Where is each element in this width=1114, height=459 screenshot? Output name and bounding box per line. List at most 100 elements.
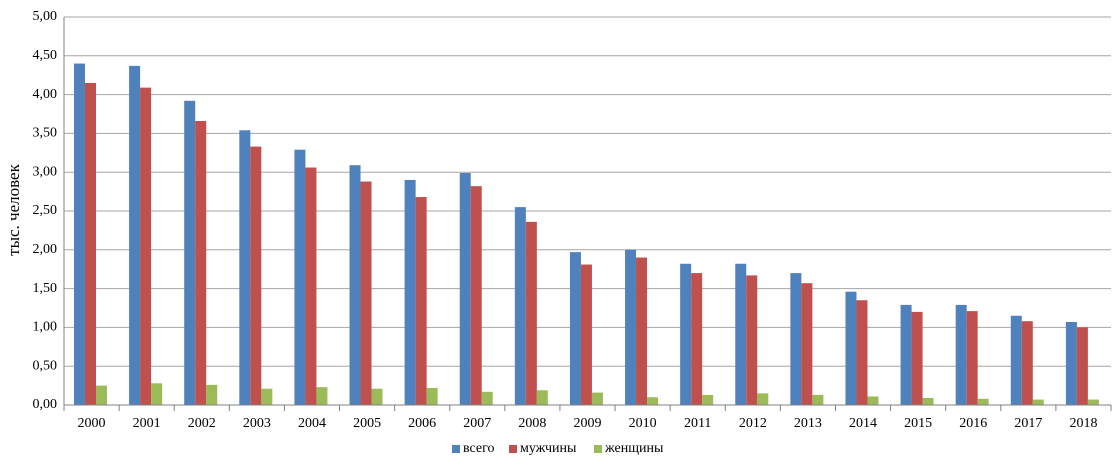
bar-женщины-2015 (922, 398, 934, 405)
bar-всего-2013 (790, 273, 802, 405)
legend-item: женщины (594, 441, 664, 456)
y-tick-label: 3,50 (33, 126, 58, 141)
bar-женщины-2012 (757, 393, 769, 405)
axes (63, 17, 1112, 411)
bar-женщины-2018 (1087, 399, 1099, 405)
bar-мужчины-2011 (691, 273, 703, 405)
bar-мужчины-2002 (195, 120, 207, 405)
y-tick-label: 1,00 (33, 320, 58, 335)
y-tick-label: 2,50 (33, 203, 58, 218)
bar-мужчины-2005 (360, 181, 372, 405)
x-tick-label: 2002 (188, 416, 216, 431)
gridlines (64, 16, 1111, 367)
x-tick-label: 2015 (904, 416, 932, 431)
bar-всего-2017 (1010, 315, 1022, 405)
bar-женщины-2001 (151, 383, 163, 405)
x-tick-label: 2014 (849, 416, 877, 431)
bar-женщины-2000 (96, 385, 107, 405)
bar-мужчины-2000 (85, 82, 96, 406)
x-tick-label: 2000 (78, 416, 106, 431)
bar-женщины-2009 (591, 392, 603, 405)
bar-мужчины-2001 (140, 87, 152, 405)
bar-женщины-2005 (371, 388, 383, 405)
x-tick-label: 2003 (243, 416, 271, 431)
bar-женщины-2017 (1032, 399, 1044, 405)
legend-item: всего (452, 441, 495, 456)
legend-label: всего (463, 441, 495, 456)
legend-swatch (452, 445, 460, 453)
x-tick-label: 2010 (629, 416, 657, 431)
bar-женщины-2002 (206, 384, 218, 405)
bar-всего-2010 (625, 249, 637, 405)
x-tick-label: 2009 (574, 416, 602, 431)
x-tick-label: 2018 (1069, 416, 1097, 431)
bar-мужчины-2014 (856, 300, 868, 405)
x-tick-label: 2012 (739, 416, 767, 431)
bar-всего-2011 (680, 263, 692, 405)
legend: всего мужчины женщины (452, 441, 664, 456)
y-tick-label: 1,50 (33, 281, 58, 296)
bar-женщины-2007 (481, 391, 493, 405)
bar-всего-2015 (900, 304, 912, 405)
y-tick-label: 4,50 (33, 48, 58, 63)
bar-мужчины-2008 (525, 221, 537, 405)
bar-всего-2016 (955, 304, 967, 405)
x-tick-label: 2005 (353, 416, 381, 431)
x-tick-label: 2007 (463, 416, 491, 431)
bar-женщины-2013 (812, 394, 824, 405)
bar-всего-2014 (845, 291, 857, 405)
bar-мужчины-2009 (580, 264, 592, 405)
y-tick-label: 0,50 (33, 358, 58, 373)
bar-всего-2006 (404, 179, 416, 405)
x-tick-label: 2011 (684, 416, 711, 431)
bar-всего-2000 (74, 63, 85, 406)
bar-мужчины-2013 (801, 283, 813, 405)
x-tick-label: 2013 (794, 416, 822, 431)
y-tick-labels: 0,00 0,50 1,00 1,50 2,00 2,50 3,00 3,50 4,00 4,50… (33, 9, 58, 412)
bar-всего-2008 (514, 207, 526, 405)
bar-женщины-2003 (261, 388, 273, 405)
y-tick-label: 3,00 (33, 164, 58, 179)
bar-женщины-2014 (867, 396, 879, 405)
bar-мужчины-2012 (746, 275, 758, 405)
legend-label: женщины (604, 441, 664, 456)
bar-женщины-2004 (316, 387, 328, 405)
legend-label: мужчины (520, 441, 577, 456)
bar-мужчины-2016 (966, 311, 978, 405)
bar-всего-2005 (349, 165, 361, 405)
y-tick-label: 5,00 (33, 9, 58, 24)
x-tick-labels: 2000 2001 2002 2003 2004 2005 2006 2007 2008 2009… (78, 416, 1098, 431)
x-tick-label: 2017 (1014, 416, 1042, 431)
bar-всего-2009 (569, 252, 581, 405)
x-tick-label: 2006 (408, 416, 436, 431)
bar-женщины-2006 (426, 387, 438, 405)
bar-мужчины-2015 (911, 311, 923, 405)
bar-женщины-2010 (647, 397, 659, 405)
bar-мужчины-2018 (1076, 327, 1088, 405)
bar-всего-2004 (294, 149, 306, 405)
y-tick-label: 2,00 (33, 242, 58, 257)
y-tick-label: 4,00 (33, 87, 58, 102)
bar-мужчины-2010 (636, 257, 648, 405)
bar-мужчины-2004 (305, 167, 317, 405)
bar-женщины-2011 (702, 394, 714, 405)
bars (74, 63, 1099, 406)
x-tick-label: 2016 (959, 416, 987, 431)
x-tick-label: 2001 (133, 416, 161, 431)
y-tick-label: 0,00 (33, 397, 58, 412)
bar-всего-2002 (184, 100, 196, 406)
x-tick-label: 2008 (518, 416, 546, 431)
bar-женщины-2016 (977, 398, 989, 405)
bar-всего-2012 (735, 263, 747, 405)
bar-женщины-2008 (536, 390, 548, 405)
legend-swatch (594, 445, 602, 453)
bar-всего-2003 (239, 130, 251, 405)
bar-всего-2001 (129, 65, 141, 405)
bar-мужчины-2003 (250, 146, 262, 406)
bar-всего-2018 (1065, 321, 1077, 405)
x-tick-label: 2004 (298, 416, 326, 431)
bar-мужчины-2017 (1021, 321, 1033, 405)
bar-всего-2007 (459, 172, 471, 405)
bar-мужчины-2007 (470, 186, 482, 405)
